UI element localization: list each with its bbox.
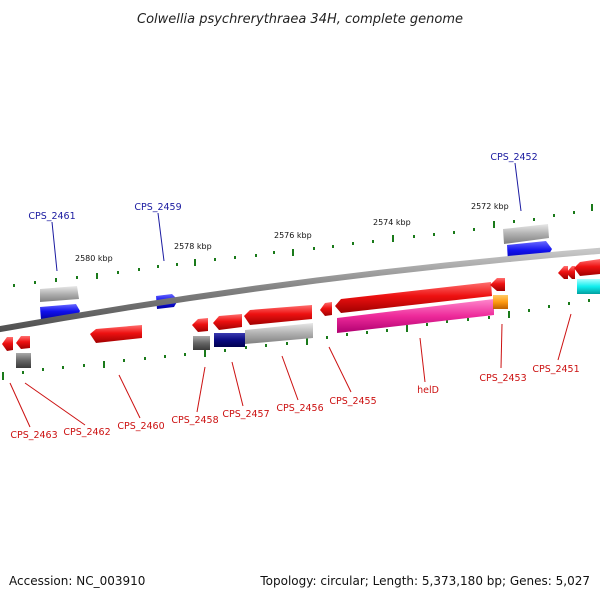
gene-cps-2455[interactable]: [335, 282, 492, 313]
label-cps-2462[interactable]: CPS_2462: [63, 427, 110, 438]
genome-backbone: [0, 247, 600, 333]
reverse-leader-lines: [9, 313, 572, 428]
gene-cps-2460[interactable]: [90, 325, 142, 343]
label-cps-2461[interactable]: CPS_2461: [28, 211, 75, 222]
accession-text: Accession: NC_003910: [9, 574, 145, 588]
gene-cps-2451-cyan[interactable]: [577, 279, 600, 294]
gene-cps-2453[interactable]: [490, 278, 505, 291]
gene-cps-2456[interactable]: [244, 305, 312, 325]
tick-label-2574: 2574 kbp: [373, 218, 411, 227]
gene-cps-2458-grey[interactable]: [193, 336, 210, 350]
gene-cps-2462[interactable]: [16, 336, 30, 349]
label-cps-2455[interactable]: CPS_2455: [329, 396, 376, 407]
label-cps-2457[interactable]: CPS_2457: [222, 409, 269, 420]
gene-cps-2453-orange[interactable]: [493, 295, 508, 309]
map-title: Colwellia psychrerythraea 34H, complete …: [137, 12, 463, 27]
gene-held[interactable]: [337, 299, 494, 333]
label-cps-2456[interactable]: CPS_2456: [276, 403, 323, 414]
label-cps-2458[interactable]: CPS_2458: [171, 415, 218, 426]
gene-cps-2461-grey[interactable]: [40, 286, 79, 302]
gene-cps-2457-navy[interactable]: [214, 333, 245, 347]
tick-label-2578: 2578 kbp: [174, 242, 212, 251]
tick-label-2572: 2572 kbp: [471, 202, 509, 211]
label-held[interactable]: helD: [417, 385, 439, 396]
outer-tick-ring: [13, 204, 593, 287]
inner-tick-ring: [2, 299, 590, 380]
gene-cps-2456-grey[interactable]: [245, 323, 313, 344]
topology-text: Topology: circular; Length: 5,373,180 bp…: [259, 574, 590, 588]
gene-cps-2458[interactable]: [192, 318, 208, 332]
tick-label-2580: 2580 kbp: [75, 254, 113, 263]
label-cps-2463[interactable]: CPS_2463: [10, 430, 57, 441]
gene-cps-2462-grey[interactable]: [16, 353, 31, 368]
label-cps-2452[interactable]: CPS_2452: [490, 152, 537, 163]
forward-leader-lines: [51, 162, 522, 272]
reverse-genes: [2, 259, 600, 368]
gene-cps-2455-small[interactable]: [320, 302, 332, 316]
gene-cps-2463[interactable]: [2, 337, 13, 351]
label-cps-2453[interactable]: CPS_2453: [479, 373, 526, 384]
label-cps-2460[interactable]: CPS_2460: [117, 421, 164, 432]
tick-label-2576: 2576 kbp: [274, 231, 312, 240]
label-cps-2451[interactable]: CPS_2451: [532, 364, 579, 375]
gene-cps-2452-grey[interactable]: [503, 224, 549, 244]
label-cps-2459[interactable]: CPS_2459: [134, 202, 181, 213]
gene-cps-2451[interactable]: [574, 259, 600, 276]
gene-cps-2451-a[interactable]: [558, 266, 568, 279]
gene-cps-2451-b[interactable]: [566, 266, 575, 279]
gene-cps-2457[interactable]: [213, 314, 242, 330]
